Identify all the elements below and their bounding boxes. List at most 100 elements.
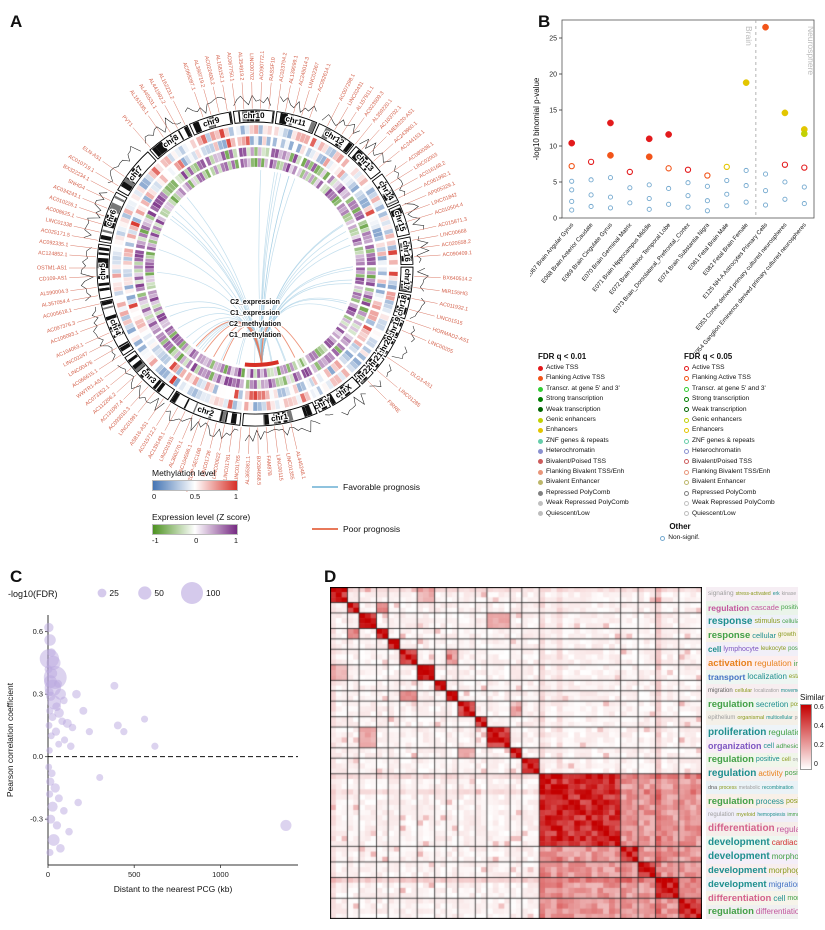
- expression-ticks: -1 0 1: [152, 536, 238, 546]
- go-term-word: immune: [787, 812, 798, 819]
- circos-plot: chr11chr12chr13chr14chr15chr16chr17chr18…: [37, 51, 472, 493]
- legend-item-label: Genic enhancers: [692, 416, 742, 424]
- circos-ring-C1_expression: [133, 146, 377, 390]
- go-term-word: localization: [747, 672, 787, 682]
- legend-item-label: Heterochromatin: [692, 447, 741, 455]
- bubble-point: [60, 696, 68, 705]
- point-q05: [801, 164, 808, 171]
- group-label-brain: Brain: [744, 26, 754, 46]
- bubble-point: [44, 634, 56, 646]
- chromosome-label-chr5: chr5: [98, 262, 107, 280]
- legend-item-label: Non-signif.: [668, 534, 700, 542]
- legend-item-label: Heterochromatin: [546, 447, 595, 455]
- go-term-word: establishment: [788, 673, 798, 680]
- legend-item: Bivalent Enhancer: [538, 477, 670, 487]
- go-term-word: regulation: [776, 823, 798, 834]
- go-term-word: positive: [755, 756, 780, 764]
- bubble-point: [96, 773, 104, 782]
- go-term-word: immune: [793, 658, 798, 668]
- bubble-point: [54, 794, 63, 803]
- legend-item-label: Flanking Active TSS: [546, 374, 605, 382]
- legend-item: Repressed PolyComb: [684, 488, 816, 498]
- gene-label: AC067750.1: [225, 52, 235, 82]
- go-term-row: developmentmigrationcellmotioncentralner…: [706, 877, 798, 892]
- x-category-label: E053 Cortex derived primary cultured neu…: [695, 222, 788, 331]
- poor-label: Poor prognosis: [343, 524, 401, 534]
- point-q05: [568, 163, 575, 170]
- bubble-point: [79, 706, 88, 715]
- go-term-row: developmentmorphogenesistubeepithelial: [706, 863, 798, 878]
- go-term-word: regulation: [708, 906, 754, 918]
- legend-item: Quiescent/Low: [684, 509, 816, 519]
- legend-dot-icon: [684, 365, 689, 371]
- go-term-word: hemopoiesis: [757, 812, 786, 819]
- legend-dot-icon: [538, 469, 543, 475]
- legend-item: Genic enhancers: [538, 415, 670, 425]
- legend-item-label: Strong transcription: [692, 395, 750, 403]
- legend-dot-icon: [538, 490, 543, 496]
- gene-label: LINC00115: [275, 454, 284, 481]
- size-legend-bubble: [138, 586, 152, 600]
- legend-item-label: Genic enhancers: [546, 416, 596, 424]
- point-q01: [607, 152, 614, 159]
- legend-item-label: Active TSS: [546, 364, 579, 371]
- go-term-word: cardiac: [771, 838, 798, 848]
- bubble-point: [45, 721, 53, 729]
- gene-label: AC025171.5: [40, 228, 70, 239]
- gene-label: AL158152.1: [214, 54, 225, 83]
- go-term-row: differentiationregulationleukocytecell: [706, 822, 798, 836]
- point-nonsig: [627, 200, 633, 206]
- point-nonsig: [666, 201, 672, 207]
- point-nonsig: [588, 177, 594, 183]
- go-term-word: cell: [708, 644, 722, 654]
- gene-label: LINC00668: [440, 228, 467, 239]
- favorable-label: Favorable prognosis: [343, 482, 421, 492]
- bubble-point: [68, 723, 77, 732]
- point-nonsig: [627, 185, 633, 191]
- plot-frame: [561, 19, 815, 219]
- point-nonsig: [646, 206, 652, 212]
- bubble-point: [46, 707, 54, 715]
- go-term-row: responsecellulargrowthstimulushormone: [706, 628, 798, 643]
- legend-item: Strong transcription: [684, 394, 816, 404]
- favorable-prognosis-legend: Favorable prognosis: [312, 482, 420, 492]
- point-q01: [665, 131, 672, 138]
- x-tick-label: 0: [46, 870, 50, 879]
- point-nonsig: [724, 178, 730, 184]
- gene-label: AC092335.1: [39, 239, 69, 249]
- legend-dot-icon: [684, 490, 689, 496]
- bubble-point: [74, 798, 82, 807]
- point-nonsig: [762, 202, 769, 208]
- bubble-point: [280, 819, 292, 831]
- bubble-point: [47, 732, 55, 740]
- go-term-word: migration: [768, 879, 798, 889]
- go-term-row: regulationcascadepositivemapkresponse: [706, 600, 798, 615]
- point-q05: [665, 165, 672, 172]
- circos-chords: [157, 170, 354, 367]
- point-q01: [645, 135, 653, 143]
- panel-b-label: B: [538, 12, 551, 31]
- legend-dot-icon: [684, 386, 689, 392]
- point-nonsig: [801, 201, 807, 207]
- gene-label: LINC01338: [45, 217, 73, 229]
- legend-item-label: Enhancers: [692, 426, 724, 434]
- point-nonsig: [607, 194, 614, 200]
- legend-item: Flanking Active TSS: [538, 373, 670, 383]
- legend-dot-icon: [538, 459, 543, 465]
- gene-label: DLG3-AS1: [409, 371, 434, 390]
- legend-dot-icon: [684, 511, 689, 517]
- gene-label: AC023794.2: [279, 52, 289, 82]
- bubble-point: [52, 821, 62, 830]
- y-axis-title: Pearson correlation coefficient: [5, 682, 15, 797]
- expression-legend: Expression level (Z score) -1 0 1: [152, 512, 250, 546]
- gene-label: LINC01781: [223, 454, 233, 481]
- methylation-ticks: 0 0.5 1: [152, 492, 238, 502]
- go-term-word: regulation: [708, 768, 757, 780]
- legend-other-header: Other: [669, 522, 691, 532]
- expression-tick-1: 1: [233, 536, 238, 545]
- legend-dot-icon: [538, 396, 543, 402]
- go-term-word: myeloid: [736, 812, 756, 819]
- bubble-points: [39, 622, 292, 857]
- legend-item: Transcr. at gene 5' and 3': [684, 384, 816, 394]
